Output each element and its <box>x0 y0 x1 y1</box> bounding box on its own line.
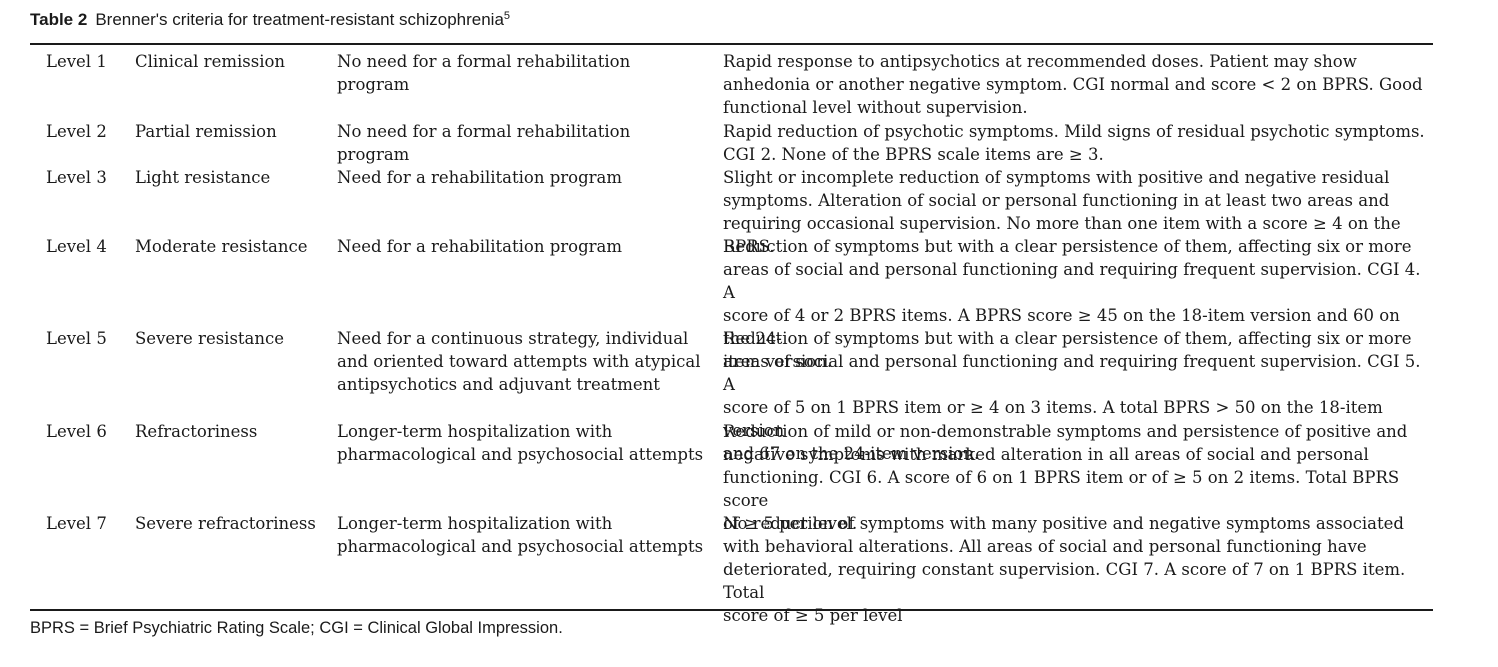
need-cell: No need for a formal rehabilitation prog… <box>337 122 631 164</box>
status-cell: Partial remission <box>135 122 277 141</box>
description-cell: Rapid response to antipsychotics at reco… <box>723 52 1423 117</box>
need-cell: Longer-term hospitalization with pharmac… <box>337 422 704 464</box>
need-cell: Need for a rehabilitation program <box>337 168 623 187</box>
level-cell: Level 1 <box>46 52 107 71</box>
need-cell: Need for a rehabilitation program <box>337 237 623 256</box>
status-cell: Severe refractoriness <box>135 514 316 533</box>
need-cell: Longer-term hospitalization with pharmac… <box>337 514 704 556</box>
table-caption: Table 2 Brenner's criteria for treatment-… <box>30 10 510 30</box>
table-reference: 5 <box>503 10 511 22</box>
table-top-rule <box>30 43 1433 45</box>
status-cell: Moderate resistance <box>135 237 308 256</box>
description-cell: Slight or incomplete reduction of sympto… <box>723 168 1401 256</box>
status-cell: Light resistance <box>135 168 271 187</box>
level-cell: Level 2 <box>46 122 107 141</box>
need-cell: No need for a formal rehabilitation prog… <box>337 52 631 94</box>
table-label: Table 2 <box>30 10 88 29</box>
level-cell: Level 7 <box>46 514 107 533</box>
status-cell: Clinical remission <box>135 52 286 71</box>
need-cell: Need for a continuous strategy, individu… <box>337 329 701 394</box>
status-cell: Severe resistance <box>135 329 285 348</box>
description-cell: Reduction of symptoms but with a clear p… <box>723 329 1421 463</box>
table-title: Brenner's criteria for treatment-resista… <box>95 10 504 29</box>
level-cell: Level 5 <box>46 329 107 348</box>
table-bottom-rule <box>30 609 1433 611</box>
description-cell: Reduction of symptoms but with a clear p… <box>723 237 1421 371</box>
table-footnote: BPRS = Brief Psychiatric Rating Scale; C… <box>30 619 563 637</box>
level-cell: Level 6 <box>46 422 107 441</box>
level-cell: Level 3 <box>46 168 107 187</box>
description-cell: Reduction of mild or non-demonstrable sy… <box>723 422 1408 533</box>
status-cell: Refractoriness <box>135 422 258 441</box>
description-cell: Rapid reduction of psychotic symptoms. M… <box>723 122 1425 164</box>
description-cell: No reduction of symptoms with many posit… <box>723 514 1406 625</box>
level-cell: Level 4 <box>46 237 107 256</box>
